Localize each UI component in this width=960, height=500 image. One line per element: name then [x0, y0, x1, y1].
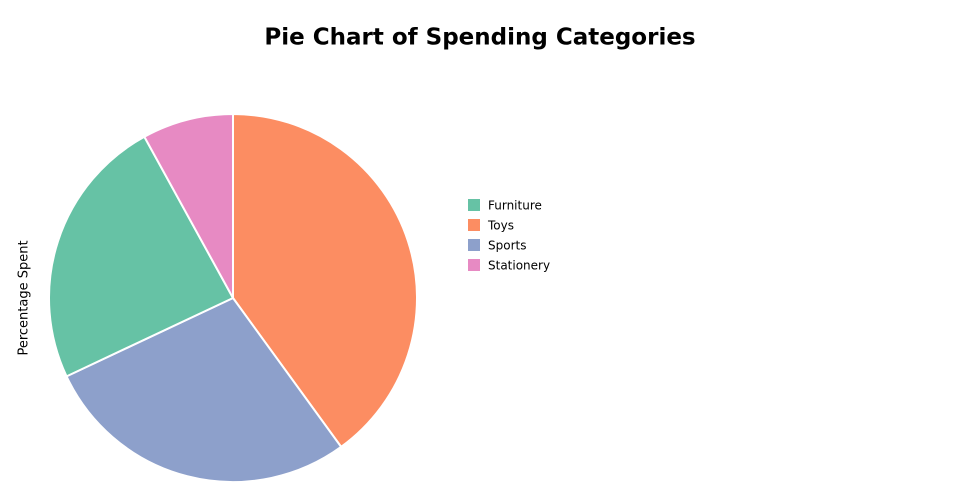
pie-slice — [65, 296, 343, 483]
legend-swatch — [468, 239, 480, 251]
legend-label: Furniture — [488, 199, 542, 213]
chart-title: Pie Chart of Spending Categories — [264, 25, 695, 51]
legend-label: Stationery — [488, 259, 550, 273]
pie-slice — [232, 112, 418, 449]
legend-swatch — [468, 259, 480, 271]
pie-slice — [48, 135, 235, 378]
legend-label: Sports — [488, 239, 526, 253]
pie-slice — [142, 112, 234, 299]
legend-label: Toys — [487, 219, 514, 233]
y-axis-label: Percentage Spent — [17, 240, 32, 355]
legend-swatch — [468, 199, 480, 211]
legend-swatch — [468, 219, 480, 231]
